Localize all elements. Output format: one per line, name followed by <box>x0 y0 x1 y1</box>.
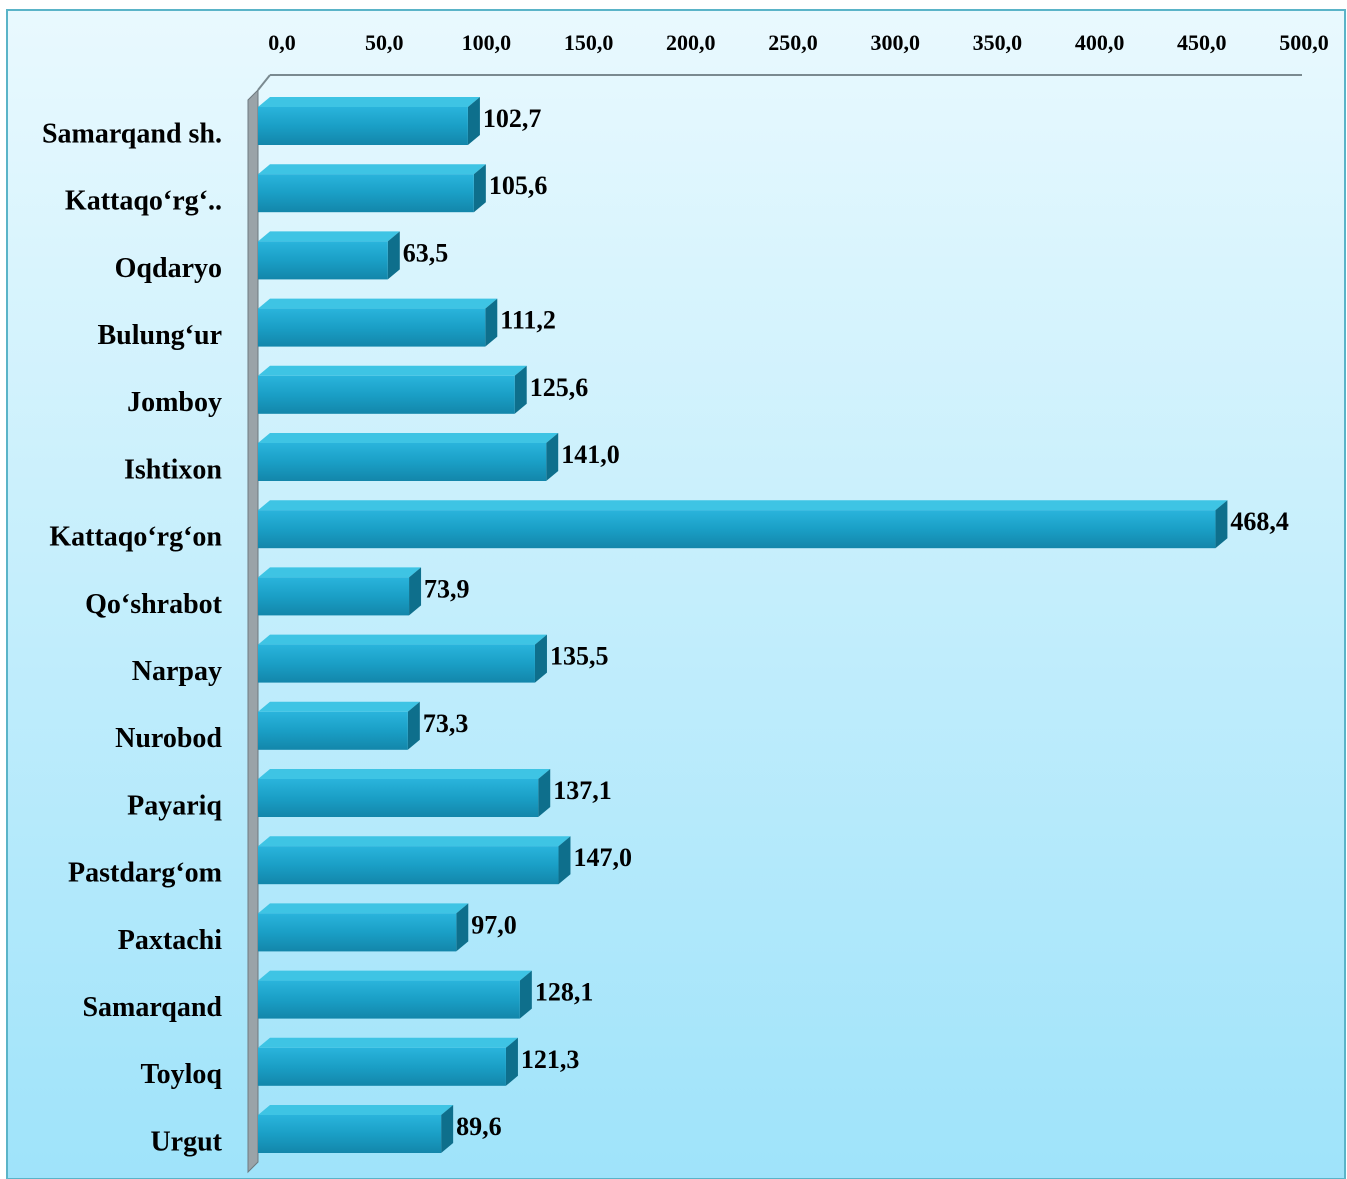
bar <box>258 644 535 683</box>
value-label: 141,0 <box>561 440 620 469</box>
chart-background <box>6 9 1346 1179</box>
bar <box>258 174 474 213</box>
bar-side <box>441 1105 454 1153</box>
bar-top <box>258 500 1228 511</box>
value-label: 102,7 <box>483 104 542 133</box>
x-tick-label: 100,0 <box>462 30 512 55</box>
y-tick-label: Kattaqo‘rg‘.. <box>65 186 222 217</box>
bar <box>258 375 515 414</box>
bar <box>258 779 539 817</box>
bar-top <box>258 567 422 578</box>
y-tick-label: Samarqand <box>82 992 222 1023</box>
value-label: 137,1 <box>553 776 612 805</box>
y-tick-label: Samarqand sh. <box>42 118 222 149</box>
bar-side <box>514 365 527 414</box>
bar-side <box>546 433 559 481</box>
x-tick-label: 350,0 <box>973 30 1023 55</box>
x-tick-label: 50,0 <box>365 30 404 55</box>
value-label: 121,3 <box>521 1045 580 1074</box>
y-tick-label: Jomboy <box>127 387 222 418</box>
value-label: 135,5 <box>550 642 609 671</box>
bar <box>258 107 468 145</box>
value-label: 105,6 <box>489 171 548 200</box>
bar-top <box>258 231 400 242</box>
bar-top <box>258 298 498 309</box>
bar-top <box>258 903 469 914</box>
value-label: 147,0 <box>573 843 632 872</box>
bar-side <box>519 970 532 1019</box>
bar-side <box>485 298 498 347</box>
bar <box>258 711 408 750</box>
value-label: 63,5 <box>403 238 449 267</box>
y-tick-label: Narpay <box>132 656 222 687</box>
y-tick-label: Oqdaryo <box>115 253 222 284</box>
axis-corner <box>257 74 271 91</box>
bar-top <box>258 1037 518 1048</box>
bar-top <box>258 769 551 779</box>
bar-side <box>407 701 420 750</box>
bar-top <box>258 1105 454 1115</box>
x-tick-label: 150,0 <box>564 30 614 55</box>
bar <box>258 443 547 481</box>
x-tick-label: 200,0 <box>666 30 716 55</box>
bar <box>258 913 457 952</box>
bar-side <box>473 164 486 213</box>
y-tick-label: Bulung‘ur <box>98 320 223 351</box>
x-tick-label: 500,0 <box>1279 30 1329 55</box>
value-label: 468,4 <box>1230 507 1289 536</box>
x-tick-label: 300,0 <box>870 30 920 55</box>
bar <box>258 577 410 616</box>
value-label: 128,1 <box>535 978 594 1007</box>
bar-top <box>258 836 571 847</box>
bar-top <box>258 701 420 712</box>
y-tick-label: Qo‘shrabot <box>85 589 223 620</box>
x-tick-label: 450,0 <box>1177 30 1227 55</box>
bar <box>258 980 520 1019</box>
value-label: 111,2 <box>500 306 556 335</box>
y-tick-label: Urgut <box>150 1126 222 1157</box>
bar-side <box>467 97 480 145</box>
bar-side <box>538 769 551 817</box>
y-tick-label: Nurobod <box>115 723 222 754</box>
value-label: 73,9 <box>424 574 470 603</box>
y-tick-label: Pastdarg‘om <box>68 858 222 889</box>
y-tick-label: Paxtachi <box>118 925 222 956</box>
bar <box>258 846 559 885</box>
bar-top <box>258 164 486 175</box>
value-label: 73,3 <box>423 709 469 738</box>
bar <box>258 1115 442 1153</box>
bar-side <box>534 634 547 683</box>
value-label: 89,6 <box>456 1112 502 1141</box>
x-tick-label: 250,0 <box>768 30 818 55</box>
y-tick-label: Toyloq <box>141 1059 223 1090</box>
bar-side <box>1215 500 1228 549</box>
bar <box>258 308 486 347</box>
x-tick-label: 0,0 <box>268 30 296 55</box>
value-label: 97,0 <box>471 910 517 939</box>
bar-top <box>258 970 532 981</box>
bar-side <box>456 903 469 952</box>
y-tick-label: Kattaqo‘rg‘on <box>49 522 222 553</box>
x-tick-label: 400,0 <box>1075 30 1125 55</box>
value-label: 125,6 <box>530 373 589 402</box>
bar-top <box>258 365 527 376</box>
bar-side <box>409 567 422 616</box>
bar-top <box>258 433 559 443</box>
y-tick-label: Payariq <box>127 790 222 821</box>
axis-wall <box>247 88 259 1174</box>
bar-side <box>387 231 400 280</box>
bar-side <box>505 1037 518 1086</box>
bar-top <box>258 634 547 645</box>
bar <box>258 510 1216 549</box>
bar <box>258 241 388 280</box>
bar <box>258 1047 506 1086</box>
y-tick-label: Ishtixon <box>124 454 222 485</box>
bar-top <box>258 97 480 107</box>
bar-side <box>558 836 571 885</box>
